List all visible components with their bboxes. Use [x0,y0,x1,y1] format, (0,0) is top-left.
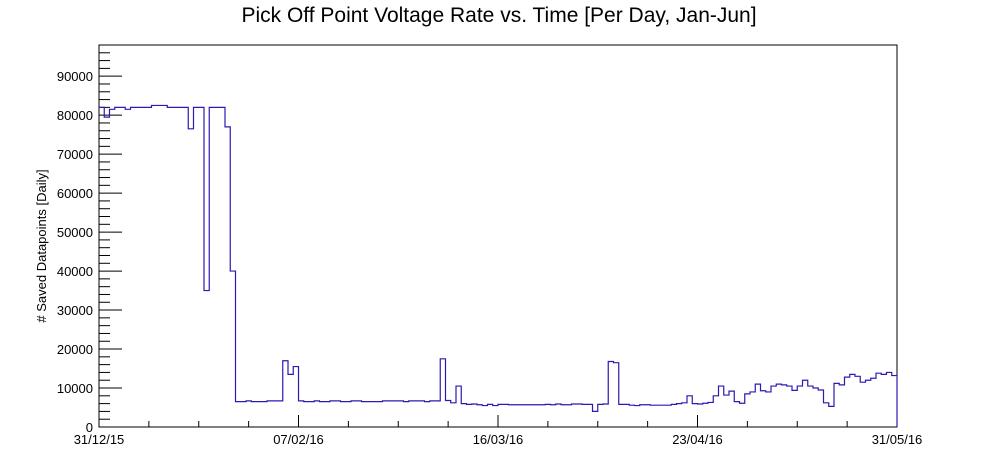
y-tick-label: 10000 [57,381,93,396]
x-tick-label: 07/02/16 [273,432,324,447]
y-tick-label: 40000 [57,264,93,279]
x-tick-label: 31/05/16 [872,432,923,447]
y-tick-label: 70000 [57,147,93,162]
y-tick-label: 90000 [57,69,93,84]
y-tick-label: 0 [86,420,93,435]
axes: 0 10000 20000 30000 40000 50000 60000 70000 8000… [57,44,923,447]
x-tick-label: 23/04/16 [672,432,723,447]
y-tick-label: 30000 [57,303,93,318]
series-group [99,104,898,427]
y-tick-label: 50000 [57,225,93,240]
y-axis-title: # Saved Datapoints [Daily] [34,169,49,322]
chart-title: Pick Off Point Voltage Rate vs. Time [Pe… [241,4,757,27]
x-tick-label: 31/12/15 [74,432,125,447]
x-tick-label: 16/03/16 [473,432,524,447]
series-line [99,104,898,427]
y-tick-label: 80000 [57,108,93,123]
plot-frame [98,44,898,428]
y-tick-label: 20000 [57,342,93,357]
y-tick-label: 60000 [57,186,93,201]
